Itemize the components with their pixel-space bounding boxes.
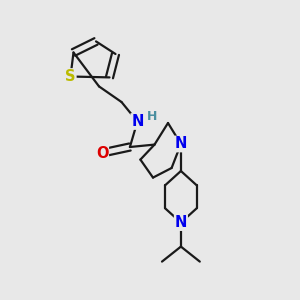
Text: H: H: [147, 110, 157, 123]
Text: N: N: [175, 215, 187, 230]
Text: N: N: [175, 136, 187, 152]
Text: N: N: [131, 114, 144, 129]
Text: O: O: [96, 146, 108, 160]
Text: S: S: [65, 69, 76, 84]
